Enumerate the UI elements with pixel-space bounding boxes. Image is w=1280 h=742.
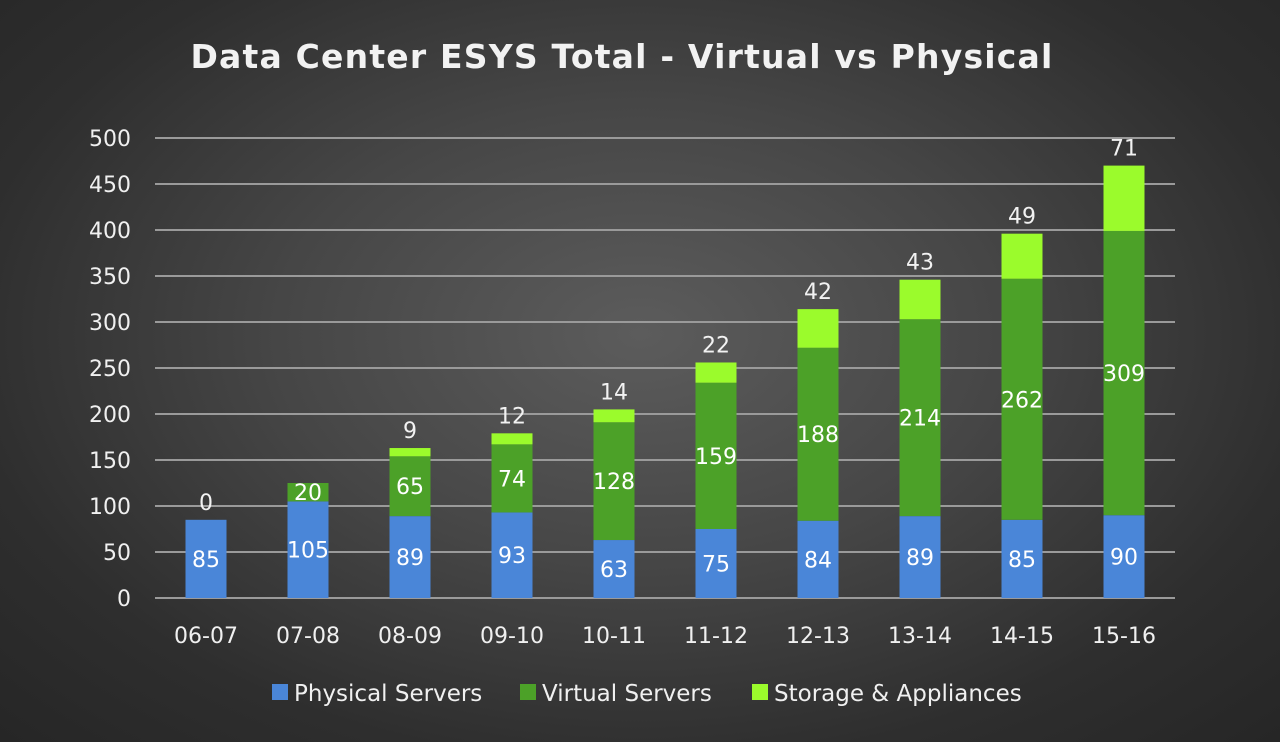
y-axis: 0 50 100 150 200 250 300 350 400 450 500 (89, 127, 131, 612)
y-tick-label: 400 (89, 219, 131, 244)
bar-segment (695, 529, 737, 598)
data-label: 128 (593, 470, 635, 495)
bar-segment (797, 520, 839, 598)
data-label: 159 (695, 445, 737, 470)
x-tick-label: 10-11 (582, 624, 646, 649)
data-label: 65 (396, 475, 424, 500)
data-label: 93 (498, 544, 526, 569)
data-label: 105 (287, 539, 329, 564)
y-tick-label: 50 (103, 541, 131, 566)
data-label: 262 (1001, 388, 1043, 413)
y-tick-label: 250 (89, 357, 131, 382)
bar-segment (1103, 515, 1145, 598)
data-label: 43 (906, 251, 934, 276)
data-label: 0 (199, 491, 213, 516)
y-tick-label: 300 (89, 311, 131, 336)
bar-segment (1103, 165, 1145, 231)
x-axis: 06-07 07-08 08-09 09-10 10-11 11-12 12-13 13-14… (174, 624, 1156, 649)
data-label: 85 (192, 548, 220, 573)
data-label: 63 (600, 558, 628, 583)
data-label: 49 (1008, 205, 1036, 230)
data-label: 22 (702, 333, 730, 358)
bar-segment (389, 516, 431, 598)
bar-segment (695, 362, 737, 383)
bars (185, 165, 1145, 598)
bar-segment (1001, 233, 1043, 279)
data-label: 42 (804, 280, 832, 305)
data-label: 74 (498, 467, 526, 492)
legend-swatch (752, 684, 768, 700)
bar-segment (491, 512, 533, 598)
bar-segment (593, 422, 635, 541)
data-label: 84 (804, 548, 832, 573)
y-tick-label: 350 (89, 265, 131, 290)
bar-segment (797, 347, 839, 521)
x-tick-label: 06-07 (174, 624, 238, 649)
y-tick-label: 100 (89, 495, 131, 520)
bar-segment (1001, 519, 1043, 598)
bar-segment (593, 540, 635, 598)
data-label: 12 (498, 404, 526, 429)
chart-title: Data Center ESYS Total - Virtual vs Phys… (190, 37, 1053, 76)
x-tick-label: 13-14 (888, 624, 952, 649)
bar-segment (1001, 278, 1043, 520)
bar-segment (185, 519, 227, 598)
data-label: 14 (600, 380, 628, 405)
x-tick-label: 07-08 (276, 624, 340, 649)
bar-segment (899, 319, 941, 517)
data-labels: 85 0 105 20 89 65 9 93 74 12 63 128 14 75 159 22 84 188 42… (192, 137, 1145, 583)
data-label: 90 (1110, 546, 1138, 571)
bar-segment (389, 448, 431, 457)
legend-swatch (272, 684, 288, 700)
legend: Physical Servers Virtual Servers Storage &… (272, 681, 1022, 707)
y-tick-label: 500 (89, 127, 131, 152)
bar-segment (287, 501, 329, 598)
legend-label: Storage & Appliances (774, 681, 1022, 707)
data-label: 9 (403, 419, 417, 444)
data-label: 71 (1110, 137, 1138, 162)
x-tick-label: 12-13 (786, 624, 850, 649)
data-label: 89 (396, 546, 424, 571)
data-label: 75 (702, 553, 730, 578)
bar-segment (695, 382, 737, 529)
bar-segment (797, 309, 839, 348)
data-label: 214 (899, 407, 941, 432)
x-tick-label: 11-12 (684, 624, 748, 649)
x-tick-label: 08-09 (378, 624, 442, 649)
bar-segment (491, 444, 533, 513)
legend-swatch (520, 684, 536, 700)
data-label: 20 (294, 481, 322, 506)
legend-label: Virtual Servers (542, 681, 712, 707)
y-tick-label: 200 (89, 403, 131, 428)
y-tick-label: 0 (117, 587, 131, 612)
data-label: 85 (1008, 548, 1036, 573)
bar-segment (1103, 230, 1145, 516)
bar-segment (389, 456, 431, 517)
bar-segment (899, 516, 941, 598)
x-tick-label: 09-10 (480, 624, 544, 649)
bar-segment (287, 483, 329, 502)
y-tick-label: 150 (89, 449, 131, 474)
data-label: 89 (906, 546, 934, 571)
x-tick-label: 15-16 (1092, 624, 1156, 649)
bar-segment (491, 433, 533, 445)
legend-label: Physical Servers (294, 681, 482, 707)
bar-segment (593, 409, 635, 423)
bar-segment (899, 279, 941, 320)
x-tick-label: 14-15 (990, 624, 1054, 649)
y-tick-label: 450 (89, 173, 131, 198)
data-label: 309 (1103, 362, 1145, 387)
data-label: 188 (797, 423, 839, 448)
